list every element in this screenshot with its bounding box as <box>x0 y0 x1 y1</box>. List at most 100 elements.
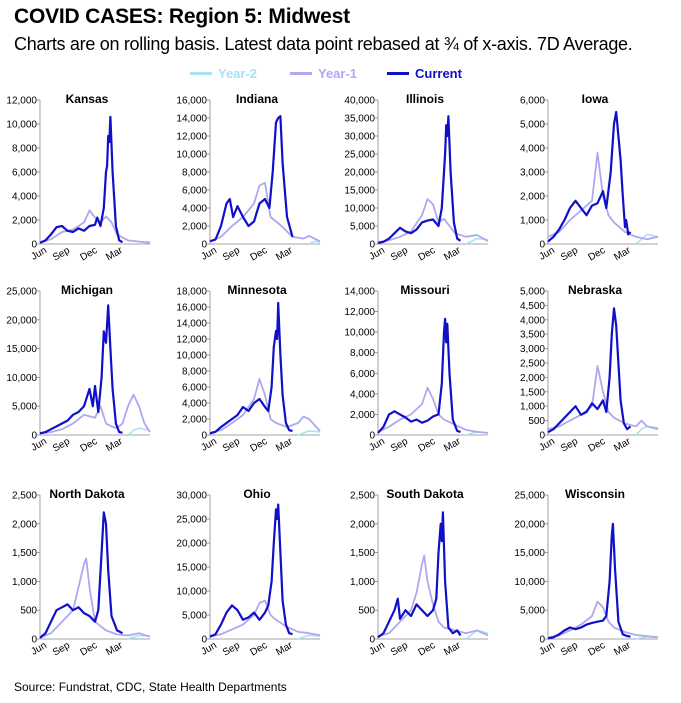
series-line-year-1 <box>39 557 151 639</box>
x-tick-label: Dec <box>78 245 99 263</box>
chart-illinois: 0 5,000 10,000 15,000 20,000 25,000 30,000 35,0… <box>344 92 489 263</box>
y-tick-label: 30,000 <box>176 491 207 502</box>
page-subtitle: Charts are on rolling basis. Latest data… <box>14 34 633 54</box>
x-tick-label: Dec <box>78 640 99 658</box>
series-line-year-2 <box>127 427 151 436</box>
y-tick-label: 16,000 <box>176 303 207 314</box>
x-tick-label: Dec <box>78 436 99 454</box>
y-tick-label: 5,000 <box>12 402 37 413</box>
y-tick-label: 2,500 <box>520 359 545 370</box>
legend-label-current: Current <box>415 66 462 81</box>
chart-title: South Dakota <box>386 487 464 501</box>
x-tick-label: Mar <box>274 245 295 263</box>
y-tick-label: 4,000 <box>182 204 207 215</box>
y-tick-label: 4,500 <box>520 301 545 312</box>
series-line-current <box>547 307 632 434</box>
chart-title: North Dakota <box>49 487 125 501</box>
y-tick-label: 5,000 <box>520 606 545 617</box>
y-tick-label: 2,500 <box>350 491 375 502</box>
series-line-current <box>39 115 124 244</box>
y-tick-label: 12,000 <box>6 96 37 107</box>
y-tick-label: 15,000 <box>344 186 375 197</box>
y-tick-label: 0 <box>31 240 37 251</box>
y-tick-label: 15,000 <box>176 563 207 574</box>
series-line-current <box>209 503 293 638</box>
chart-title: Ohio <box>243 487 270 501</box>
legend-swatch-current <box>387 72 409 75</box>
x-tick-label: Mar <box>104 640 125 658</box>
x-tick-label: Mar <box>442 640 463 658</box>
y-tick-label: 10,000 <box>344 328 375 339</box>
x-tick-label: Dec <box>586 640 607 658</box>
chart-minnesota: 0 2,000 4,000 6,000 8,000 10,000 12,000 14,000 1… <box>176 283 321 454</box>
x-tick-label: Mar <box>442 245 463 263</box>
series-line-year-1 <box>377 386 489 434</box>
y-tick-label: 12,000 <box>176 132 207 143</box>
x-tick-label: Dec <box>248 436 269 454</box>
y-tick-label: 1,000 <box>350 577 375 588</box>
page-title: COVID CASES: Region 5: Midwest <box>14 5 350 28</box>
y-tick-label: 2,000 <box>12 216 37 227</box>
x-tick-label: Mar <box>442 436 463 454</box>
y-tick-label: 4,000 <box>350 389 375 400</box>
y-tick-label: 25,000 <box>176 515 207 526</box>
series-line-year-1 <box>39 393 151 435</box>
chart-title: Wisconsin <box>565 487 625 501</box>
y-tick-label: 2,000 <box>182 415 207 426</box>
series-line-current <box>377 511 462 639</box>
y-tick-label: 1,000 <box>520 216 545 227</box>
x-tick-label: Mar <box>612 436 633 454</box>
chart-title: Michigan <box>61 283 113 297</box>
x-tick-label: Mar <box>274 640 295 658</box>
y-tick-label: 20,000 <box>6 315 37 326</box>
x-tick-label: Sep <box>559 640 580 659</box>
legend-swatch-year-1 <box>290 72 312 75</box>
y-tick-label: 10,000 <box>176 351 207 362</box>
x-tick-label: Dec <box>586 245 607 263</box>
y-tick-label: 5,000 <box>520 287 545 298</box>
x-tick-label: Dec <box>416 245 437 263</box>
y-tick-label: 1,000 <box>520 402 545 413</box>
legend-item-current: Current <box>387 66 462 81</box>
x-tick-label: Dec <box>248 245 269 263</box>
series-line-year-1 <box>377 198 489 244</box>
y-tick-label: 10,000 <box>344 204 375 215</box>
chart-title: Kansas <box>66 92 109 106</box>
y-tick-label: 0 <box>31 431 37 442</box>
x-tick-label: Dec <box>416 436 437 454</box>
y-tick-label: 16,000 <box>176 96 207 107</box>
y-tick-label: 2,500 <box>12 491 37 502</box>
y-tick-label: 20,000 <box>344 168 375 179</box>
y-tick-label: 25,000 <box>344 150 375 161</box>
x-tick-label: Mar <box>104 436 125 454</box>
y-tick-label: 2,000 <box>520 192 545 203</box>
y-tick-label: 2,000 <box>520 373 545 384</box>
y-tick-label: 0 <box>201 635 207 646</box>
series-line-current <box>39 304 123 435</box>
y-tick-label: 4,000 <box>182 399 207 410</box>
y-tick-label: 6,000 <box>12 168 37 179</box>
y-tick-label: 10,000 <box>6 120 37 131</box>
x-tick-label: Mar <box>612 640 633 658</box>
x-tick-label: Mar <box>104 245 125 263</box>
y-tick-label: 25,000 <box>6 287 37 298</box>
y-tick-label: 1,500 <box>12 548 37 559</box>
y-tick-label: 8,000 <box>182 367 207 378</box>
y-tick-label: 0 <box>369 431 375 442</box>
y-tick-label: 500 <box>528 416 545 427</box>
y-tick-label: 3,000 <box>520 168 545 179</box>
x-tick-label: Dec <box>248 640 269 658</box>
x-tick-label: Sep <box>51 436 72 455</box>
y-tick-label: 10,000 <box>176 150 207 161</box>
y-tick-label: 15,000 <box>514 548 545 559</box>
y-tick-label: 30,000 <box>344 132 375 143</box>
y-tick-label: 8,000 <box>350 348 375 359</box>
x-tick-label: Sep <box>559 245 580 264</box>
series-line-year-1 <box>547 364 659 431</box>
